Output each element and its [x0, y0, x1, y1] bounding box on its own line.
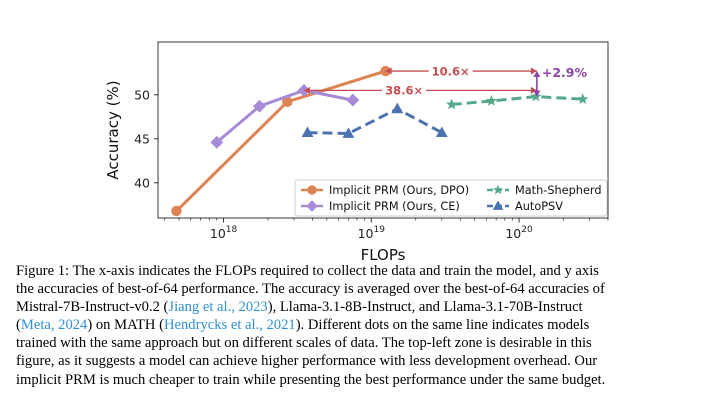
y-tick-label: 40 [134, 175, 150, 190]
legend-label-implicit-prm-ours-ce: Implicit PRM (Ours, CE) [329, 200, 460, 213]
series-line-implicit-prm-ours-ce [215, 88, 354, 144]
caption-line: figure, as it suggests a model can achie… [16, 352, 706, 370]
caption-text: the accuracies of best-of-64 performance… [16, 281, 605, 298]
gain-arrow-head [533, 71, 541, 78]
data-point-implicit-prm-ours-dpo [380, 65, 391, 77]
speedup-label-bg [428, 64, 473, 79]
speedup-label-bg [382, 83, 427, 98]
legend-marker [492, 200, 504, 210]
citation-link[interactable]: Hendrycks et al., 2021 [163, 317, 296, 334]
legend-label-autopsv: AutoPSV [515, 200, 563, 213]
data-point-math-shepherd [577, 93, 589, 105]
x-tick-label: 1019 [358, 225, 386, 241]
legend-label-math-shepherd: Math-Shepherd [515, 184, 602, 197]
data-point-implicit-prm-ours-ce [253, 99, 266, 113]
figure: 40 45 50 1018 1019 1020 FLOPs Accuracy (%) 10.6×… [104, 41, 609, 264]
caption-text: ) on MATH ( [87, 317, 164, 334]
legend-marker [307, 185, 317, 195]
data-point-math-shepherd [530, 90, 542, 102]
legend-box [294, 179, 608, 217]
caption-line: (Meta, 2024) on MATH (Hendrycks et al., … [16, 316, 706, 334]
legend-marker [492, 184, 504, 195]
x-tick-label: 1020 [505, 225, 533, 241]
data-point-implicit-prm-ours-dpo [171, 205, 182, 217]
speedup-arrow-head [303, 86, 310, 94]
caption-text: ). Different dots on the same line indic… [295, 317, 590, 334]
gain-annotation-label: +2.9% [542, 65, 588, 80]
series-line-math-shepherd [451, 95, 583, 106]
speedup-annotation-label: 38.6× [385, 84, 423, 98]
accuracy-vs-flops-chart: 40 45 50 1018 1019 1020 FLOPs Accuracy (%) 10.6×… [104, 41, 609, 264]
caption-text: Mistral-7B-Instruct-v0.2 ( [16, 299, 169, 316]
caption-text: Figure 1: The x-axis indicates the FLOPs… [16, 263, 599, 279]
speedup-annotation-label: 10.6× [432, 64, 470, 78]
caption-text: trained with the same approach but on di… [16, 335, 592, 352]
data-point-math-shepherd [485, 94, 498, 106]
plot-frame [157, 41, 609, 219]
x-axis-label: FLOPs [361, 246, 406, 262]
caption-line: the accuracies of best-of-64 performance… [16, 280, 706, 298]
caption-line: Mistral-7B-Instruct-v0.2 (Jiang et al., … [16, 298, 706, 316]
caption-line: implicit PRM is much cheaper to train wh… [16, 371, 706, 389]
caption-text: figure, as it suggests a model can achie… [16, 353, 598, 370]
data-point-autopsv [391, 102, 404, 114]
speedup-arrow-head [385, 67, 392, 75]
caption-text: implicit PRM is much cheaper to train wh… [16, 371, 606, 388]
data-point-implicit-prm-ours-ce [210, 135, 224, 149]
figure-caption: Figure 1: The x-axis indicates the FLOPs… [16, 262, 706, 389]
data-point-implicit-prm-ours-ce [346, 93, 360, 107]
citation-link[interactable]: Meta, 2024 [20, 317, 88, 334]
caption-text: ), Llama-3.1-8B-Instruct, and Llama-3.1-… [267, 299, 583, 316]
y-axis-label: Accuracy (%) [104, 80, 122, 179]
legend-marker [306, 200, 318, 212]
speedup-arrow-head [530, 86, 537, 94]
data-point-math-shepherd [445, 98, 458, 110]
speedup-arrow-head [530, 67, 537, 75]
data-point-implicit-prm-ours-dpo [282, 96, 293, 108]
caption-text: ( [16, 317, 21, 334]
caption-line: trained with the same approach but on di… [16, 334, 706, 352]
data-point-autopsv [435, 126, 448, 137]
x-tick-label: 1018 [210, 225, 238, 241]
data-point-autopsv [342, 127, 355, 138]
gain-arrow-head [533, 90, 541, 97]
legend-label-implicit-prm-ours-dpo: Implicit PRM (Ours, DPO) [329, 184, 469, 197]
citation-link[interactable]: Jiang et al., 2023 [168, 299, 268, 316]
caption-line: Figure 1: The x-axis indicates the FLOPs… [16, 262, 706, 280]
data-point-autopsv [301, 126, 314, 137]
y-tick-label: 50 [134, 87, 150, 102]
y-tick-label: 45 [134, 131, 150, 146]
series-line-autopsv [307, 107, 443, 135]
